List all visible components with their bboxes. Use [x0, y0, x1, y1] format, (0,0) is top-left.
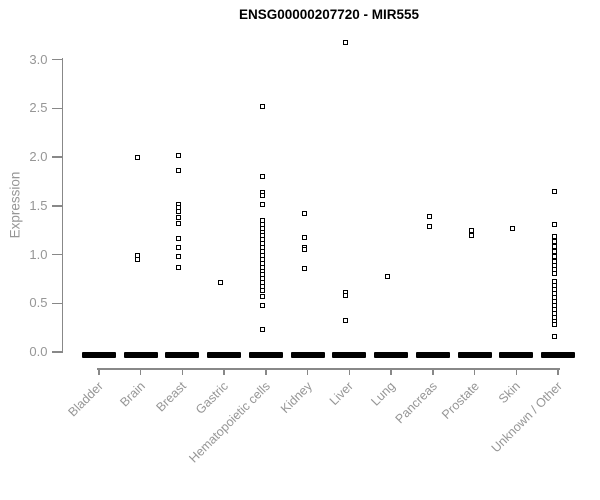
x-tick — [98, 368, 100, 375]
zero-values-cluster — [374, 352, 409, 358]
data-point — [510, 225, 516, 231]
data-point — [259, 302, 265, 308]
data-point — [176, 245, 182, 251]
data-point — [176, 152, 182, 158]
zero-values-cluster — [499, 352, 534, 358]
x-tick — [306, 368, 309, 375]
zero-values-cluster — [248, 352, 283, 358]
data-point — [552, 270, 558, 276]
data-point — [218, 280, 224, 286]
data-point — [343, 292, 349, 298]
data-point — [385, 274, 391, 280]
x-tick — [181, 368, 184, 375]
x-tick — [557, 368, 559, 375]
zero-values-cluster — [290, 352, 325, 358]
y-tick — [51, 205, 62, 207]
data-point — [552, 244, 558, 250]
data-point — [426, 213, 432, 219]
zero-values-cluster — [332, 352, 367, 358]
y-tick-label: 0.5 — [29, 295, 48, 311]
y-tick-label: 3.0 — [29, 51, 48, 67]
zero-values-cluster — [415, 352, 450, 358]
data-point — [259, 293, 265, 299]
y-tick — [51, 156, 62, 158]
data-point — [301, 247, 307, 253]
x-tick — [348, 368, 351, 375]
data-point — [176, 220, 182, 226]
y-tick — [51, 351, 62, 353]
x-tick — [432, 368, 434, 375]
data-point — [552, 249, 558, 255]
data-point — [552, 188, 558, 194]
x-tick — [223, 368, 225, 375]
data-point — [176, 168, 182, 174]
data-point — [301, 265, 307, 271]
x-tick — [515, 368, 518, 375]
data-point — [552, 253, 558, 259]
data-point — [343, 40, 349, 46]
data-point — [468, 227, 474, 233]
data-point — [176, 236, 182, 242]
y-tick — [51, 58, 62, 61]
y-tick — [51, 302, 62, 304]
data-point — [176, 214, 182, 220]
data-point — [301, 211, 307, 217]
data-point — [468, 233, 474, 239]
chart-title: ENSG00000207720 - MIR555 — [238, 7, 420, 22]
zero-values-cluster — [457, 352, 492, 358]
zero-values-cluster — [123, 352, 158, 358]
data-point — [134, 256, 140, 262]
x-tick — [139, 368, 142, 375]
y-tick-label: 2.5 — [29, 100, 48, 116]
data-point — [176, 209, 182, 215]
x-axis-line — [97, 368, 560, 370]
x-tick — [390, 368, 392, 375]
zero-values-cluster — [82, 352, 116, 358]
data-point — [259, 174, 265, 179]
x-tick — [473, 368, 476, 375]
data-point — [259, 202, 265, 208]
data-point — [426, 223, 432, 229]
zero-values-cluster — [207, 352, 242, 358]
data-point — [552, 234, 558, 240]
data-point — [134, 155, 140, 161]
data-point — [552, 221, 558, 227]
data-point — [301, 235, 307, 241]
data-point — [259, 192, 265, 198]
data-point — [552, 306, 558, 312]
data-point — [259, 103, 265, 109]
zero-values-cluster — [541, 352, 576, 358]
y-axis-line — [61, 58, 63, 353]
data-point — [176, 264, 182, 270]
y-tick — [51, 107, 62, 109]
data-point — [552, 322, 558, 328]
data-point — [552, 333, 558, 339]
y-tick-label: 0.0 — [29, 344, 48, 359]
data-point — [259, 327, 265, 333]
zero-values-cluster — [165, 352, 200, 358]
data-point — [343, 318, 349, 324]
data-point — [176, 253, 182, 259]
y-tick — [51, 253, 62, 256]
data-point — [552, 239, 558, 245]
y-tick-label: 1.5 — [29, 197, 48, 213]
x-tick — [265, 368, 267, 375]
data-point — [259, 288, 265, 294]
y-tick-label: 1.0 — [29, 246, 48, 262]
y-tick-label: 2.0 — [29, 149, 48, 164]
